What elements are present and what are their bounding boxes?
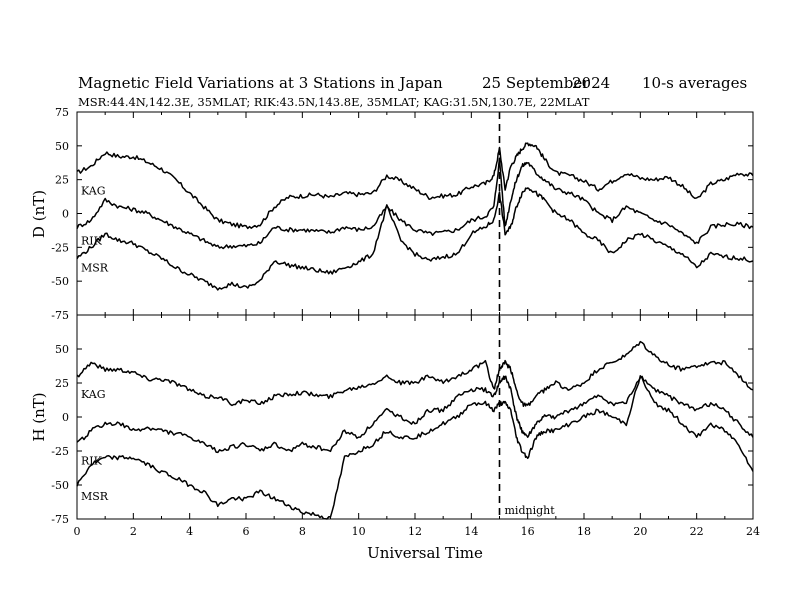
series-line-kag-h xyxy=(76,340,754,407)
midnight-label: midnight xyxy=(505,504,556,517)
x-tick-label: 2 xyxy=(130,525,137,538)
x-tick-label: 22 xyxy=(690,525,704,538)
x-tick-label: 10 xyxy=(352,525,366,538)
y-tick-label-h: -50 xyxy=(51,479,69,492)
series-line-rik-d xyxy=(76,157,754,250)
x-tick-label: 8 xyxy=(299,525,306,538)
y-tick-label-d: 25 xyxy=(55,174,69,187)
x-tick-label: 0 xyxy=(74,525,81,538)
x-axis-label: Universal Time xyxy=(367,544,483,562)
y-tick-label-d: 0 xyxy=(62,208,69,221)
x-tick-label: 24 xyxy=(746,525,760,538)
chart-title: Magnetic Field Variations at 3 Stations … xyxy=(78,74,443,92)
series-line-msr-h xyxy=(76,375,754,520)
chart-averaging: 10-s averages xyxy=(642,74,747,92)
h-axis-label: H (nT) xyxy=(30,392,48,441)
station-label-msr-h: MSR xyxy=(81,490,109,503)
x-tick-label: 16 xyxy=(521,525,535,538)
d-panel-frame xyxy=(76,111,754,316)
station-label-rik-d: RIK xyxy=(81,235,103,248)
y-tick-label-h: 25 xyxy=(55,377,69,390)
chart-date: 25 September xyxy=(482,74,590,92)
y-tick-label-h: 0 xyxy=(62,411,69,424)
chart-year: 2024 xyxy=(572,74,610,92)
y-tick-label-h: -25 xyxy=(51,445,69,458)
x-tick-label: 6 xyxy=(243,525,250,538)
y-tick-label-d: -25 xyxy=(51,241,69,254)
station-label-kag-d: KAG xyxy=(81,184,106,197)
y-tick-label-d: 75 xyxy=(55,106,69,119)
d-axis-label: D (nT) xyxy=(30,190,48,238)
station-label-rik-h: RIK xyxy=(81,455,103,468)
h-panel-frame xyxy=(76,314,754,520)
station-label-kag-h: KAG xyxy=(81,388,106,401)
x-tick-label: 20 xyxy=(633,525,647,538)
series-line-kag-d xyxy=(76,142,754,230)
y-tick-label-h: -75 xyxy=(51,513,69,526)
series-line-msr-d xyxy=(76,187,754,291)
y-tick-label-h: 50 xyxy=(55,343,69,356)
x-tick-label: 14 xyxy=(464,525,478,538)
x-tick-label: 18 xyxy=(577,525,591,538)
y-tick-label-d: 50 xyxy=(55,140,69,153)
station-info: MSR:44.4N,142.3E, 35MLAT; RIK:43.5N,143.… xyxy=(78,95,590,109)
x-tick-label: 12 xyxy=(408,525,422,538)
station-label-msr-d: MSR xyxy=(81,262,109,275)
series-line-rik-h xyxy=(76,375,754,454)
y-tick-label-d: -50 xyxy=(51,275,69,288)
x-tick-label: 4 xyxy=(186,525,193,538)
y-tick-label-d: -75 xyxy=(51,309,69,322)
